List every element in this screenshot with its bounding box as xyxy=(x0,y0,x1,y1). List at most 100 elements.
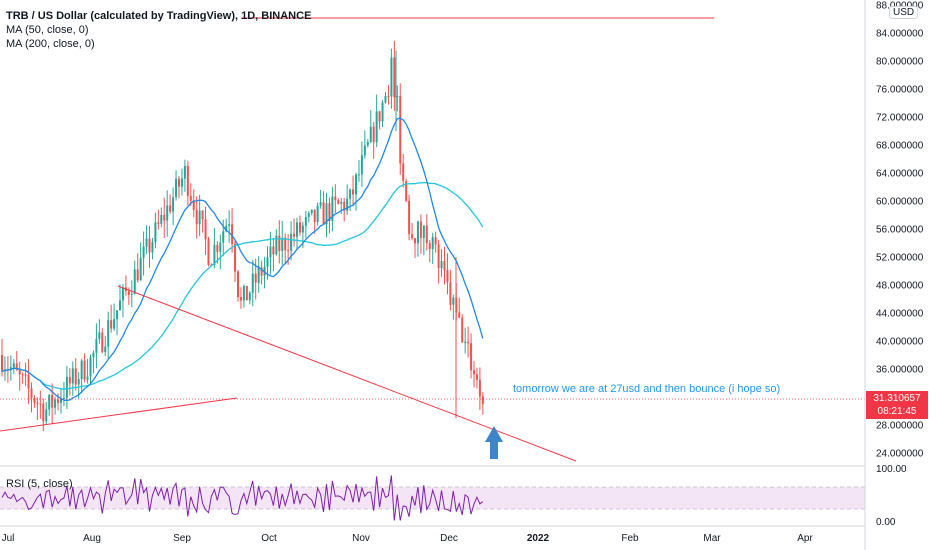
candle-body xyxy=(290,233,293,251)
candle-body xyxy=(160,214,163,224)
candle-body xyxy=(446,270,449,283)
ma50-legend[interactable]: MA (50, close, 0) xyxy=(6,24,89,36)
candle-body xyxy=(443,261,446,271)
candle-body xyxy=(45,409,48,422)
candle-body xyxy=(36,402,39,404)
candle-body xyxy=(440,261,443,269)
candle-body xyxy=(183,166,186,179)
candle-body xyxy=(266,257,269,267)
candle-body xyxy=(375,111,378,143)
candle-body xyxy=(216,244,219,252)
y-tick-label: 84.000000 xyxy=(876,29,924,40)
candle-body xyxy=(242,285,245,301)
candle-body xyxy=(30,388,33,398)
x-tick-label: Oct xyxy=(261,533,277,544)
candle-body xyxy=(248,292,251,301)
candle-body xyxy=(142,246,145,259)
candle-body xyxy=(225,225,228,232)
x-tick-label: Feb xyxy=(621,533,639,544)
candle-body xyxy=(178,178,180,187)
candle-body xyxy=(402,163,405,181)
candle-body xyxy=(337,200,340,204)
candle-body xyxy=(475,374,478,380)
y-tick-label: 56.000000 xyxy=(876,225,924,236)
candle-body xyxy=(80,360,83,380)
candle-body xyxy=(219,242,222,252)
candle-body xyxy=(296,222,298,237)
candle-body xyxy=(405,180,408,201)
candle-body xyxy=(113,319,116,329)
candle-body xyxy=(213,244,216,265)
candle-body xyxy=(260,267,263,276)
candle-body xyxy=(186,166,189,196)
ma200-legend[interactable]: MA (200, close, 0) xyxy=(6,38,95,50)
candle-body xyxy=(313,209,316,222)
candle-body xyxy=(381,102,384,122)
candle-body xyxy=(154,222,157,243)
candle-body xyxy=(68,376,71,384)
candle-body xyxy=(95,338,98,353)
candle-body xyxy=(92,352,95,358)
last-price-tag: 31.310657 08:21:45 xyxy=(866,391,928,419)
candle-body xyxy=(334,196,337,201)
candle-body xyxy=(239,297,242,301)
candle-body xyxy=(452,297,455,305)
candle-body xyxy=(1,355,3,372)
candle-body xyxy=(74,368,77,385)
candle-body xyxy=(346,198,349,211)
symbol-title[interactable]: TRB / US Dollar (calculated by TradingVi… xyxy=(6,10,312,22)
candle-body xyxy=(458,312,461,318)
candle-body xyxy=(237,271,239,298)
candle-body xyxy=(192,200,195,210)
candle-body xyxy=(60,398,62,403)
candle-body xyxy=(281,237,284,252)
candle-body xyxy=(101,332,104,353)
candle-body xyxy=(349,189,352,199)
support-trendline xyxy=(0,397,238,432)
candle-body xyxy=(198,210,201,225)
candle-body xyxy=(437,244,440,269)
candle-body xyxy=(434,237,437,245)
candle-body xyxy=(222,231,225,243)
candle-body xyxy=(340,201,343,204)
candle-body xyxy=(83,360,86,380)
time-axis[interactable]: Jul Aug Sep Oct Nov Dec 2022 Feb Mar Apr xyxy=(2,533,814,544)
candle-body xyxy=(319,202,322,206)
candle-body xyxy=(272,246,275,255)
candle-body xyxy=(130,293,133,295)
candle-body xyxy=(27,375,30,389)
currency-label[interactable]: USD xyxy=(889,6,919,19)
candle-body xyxy=(416,221,419,244)
candle-body xyxy=(393,57,396,98)
candle-body xyxy=(419,221,422,238)
candle-body xyxy=(180,178,183,187)
text-annotation[interactable]: tomorrow we are at 27usd and then bounce… xyxy=(513,383,781,395)
candle-body xyxy=(207,239,210,265)
candle-body xyxy=(307,213,310,217)
x-tick-label: 2022 xyxy=(527,533,550,544)
candle-body xyxy=(107,320,110,347)
candle-body xyxy=(478,379,481,397)
candle-body xyxy=(104,346,107,353)
y-tick-label: 48.000000 xyxy=(876,281,924,292)
y-tick-label: 28.000000 xyxy=(876,421,924,432)
candle-body xyxy=(62,397,65,399)
y-tick-label: 36.000000 xyxy=(876,365,924,376)
x-tick-label: Aug xyxy=(83,533,101,544)
candle-body xyxy=(378,111,381,122)
candle-body xyxy=(48,394,51,410)
candle-body xyxy=(172,197,175,212)
candle-body xyxy=(204,219,207,240)
candle-body xyxy=(449,282,452,305)
candle-body xyxy=(461,317,464,343)
rsi-legend[interactable]: RSI (5, close) xyxy=(6,478,73,490)
candle-body xyxy=(278,235,281,252)
candle-body xyxy=(425,225,428,244)
candle-body xyxy=(360,155,363,175)
candle-body xyxy=(254,273,257,283)
descending-trendline xyxy=(117,285,577,462)
rsi-band xyxy=(0,487,865,509)
candle-body xyxy=(166,205,169,221)
candle-body xyxy=(325,203,328,225)
